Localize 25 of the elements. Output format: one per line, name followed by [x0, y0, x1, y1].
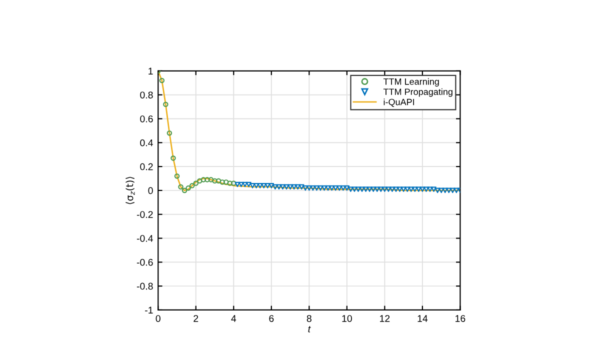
- legend-label: TTM Learning: [383, 78, 439, 87]
- x-tick-label: 6: [269, 315, 274, 322]
- legend-label: TTM Propagating: [383, 88, 452, 97]
- x-tick-label: 10: [342, 315, 352, 322]
- y-tick-label: -0.6: [136, 258, 153, 266]
- x-tick-label: 4: [231, 315, 236, 322]
- x-tick-label: 14: [418, 315, 428, 322]
- y-tick-label: 0.2: [140, 163, 153, 170]
- y-tick-label: -0.2: [136, 211, 153, 218]
- x-tick-label: 0: [156, 315, 160, 322]
- y-tick-label: -0.8: [136, 282, 153, 290]
- x-tick-label: 12: [380, 315, 390, 322]
- y-tick-label: 0.6: [140, 115, 153, 122]
- y-tick-label: 0.8: [140, 92, 153, 98]
- x-tick-label: 2: [194, 315, 198, 322]
- x-axis-title: t: [308, 326, 311, 332]
- y-tick-label: 0.4: [140, 139, 153, 146]
- y-tick-label: 0: [148, 187, 153, 194]
- y-tick-label: -0.4: [136, 234, 153, 242]
- y-tick-label: -1: [145, 306, 153, 314]
- x-tick-label: 16: [456, 315, 466, 322]
- x-tick-label: 8: [306, 315, 312, 322]
- legend-label: i-QuAPI: [384, 98, 414, 107]
- y-tick-label: 1: [148, 68, 153, 74]
- y-axis-title: ⟨σ$_{z}$(t)⟩: [126, 176, 135, 204]
